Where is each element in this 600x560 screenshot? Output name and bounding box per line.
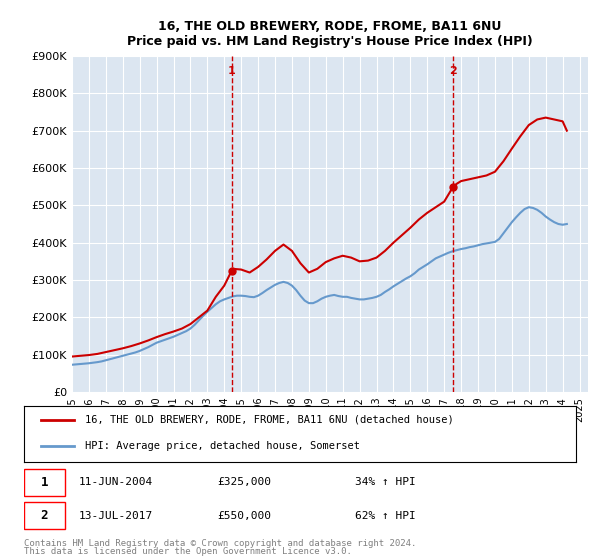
Text: 62% ↑ HPI: 62% ↑ HPI — [355, 511, 416, 521]
Text: Contains HM Land Registry data © Crown copyright and database right 2024.: Contains HM Land Registry data © Crown c… — [24, 539, 416, 548]
Text: 1: 1 — [228, 66, 236, 76]
FancyBboxPatch shape — [24, 469, 65, 496]
Text: HPI: Average price, detached house, Somerset: HPI: Average price, detached house, Some… — [85, 441, 360, 451]
Text: 2: 2 — [41, 510, 48, 522]
Text: 11-JUN-2004: 11-JUN-2004 — [79, 477, 154, 487]
Text: £550,000: £550,000 — [217, 511, 271, 521]
Text: £325,000: £325,000 — [217, 477, 271, 487]
Text: This data is licensed under the Open Government Licence v3.0.: This data is licensed under the Open Gov… — [24, 548, 352, 557]
Text: 2: 2 — [449, 66, 457, 76]
Text: 34% ↑ HPI: 34% ↑ HPI — [355, 477, 416, 487]
Text: 13-JUL-2017: 13-JUL-2017 — [79, 511, 154, 521]
Text: 1: 1 — [41, 476, 48, 489]
Text: 16, THE OLD BREWERY, RODE, FROME, BA11 6NU (detached house): 16, THE OLD BREWERY, RODE, FROME, BA11 6… — [85, 415, 454, 425]
Title: 16, THE OLD BREWERY, RODE, FROME, BA11 6NU
Price paid vs. HM Land Registry's Hou: 16, THE OLD BREWERY, RODE, FROME, BA11 6… — [127, 20, 533, 48]
FancyBboxPatch shape — [24, 502, 65, 529]
